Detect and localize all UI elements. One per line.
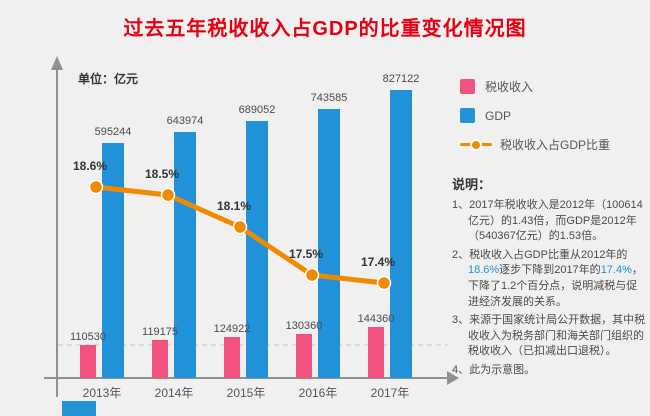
- page-title: 过去五年税收收入占GDP的比重变化情况图: [123, 18, 527, 40]
- legend-label: 税收收入: [485, 80, 534, 94]
- legend-item-ratio: 税收收入占GDP比重: [460, 136, 610, 153]
- note-item-4: 4、此为示意图。: [452, 363, 646, 379]
- legend-label: GDP: [485, 108, 512, 123]
- tax-value-label: 130360: [285, 320, 323, 332]
- tax-bar-4: [368, 327, 384, 378]
- note-number: 1、: [452, 199, 470, 211]
- note-number: 4、: [452, 364, 470, 377]
- note-highlight: 18.6%: [468, 264, 500, 277]
- x-axis-label: 2013年: [82, 386, 122, 400]
- ratio-point-4: [376, 275, 392, 291]
- gdp-value-label: 827122: [382, 73, 420, 85]
- ratio-point-0: [88, 179, 104, 195]
- note-text: 此为示意图。: [469, 364, 536, 377]
- note-number: 3、: [452, 314, 470, 327]
- gdp-value-label: 643974: [166, 115, 204, 127]
- ratio-value-label: 17.5%: [288, 247, 324, 261]
- legend-item-gdp: GDP: [460, 108, 610, 123]
- x-axis-label: 2016年: [298, 386, 338, 400]
- note-text: 税收收入占GDP比重从2012年的 18.6%逐步下降到2017年的17.4%，下…: [468, 249, 643, 308]
- x-axis-label: 2015年: [226, 386, 266, 400]
- note-segment: 逐步下降到2017年的: [499, 264, 601, 277]
- tax-bar-2: [224, 337, 240, 378]
- note-item-3: 3、来源于国家统计局公开数据，其中税收收入为税务部门和海关部门组织的税收收入（已…: [452, 313, 646, 360]
- legend-label: 税收收入占GDP比重: [500, 138, 611, 152]
- gdp-value-label: 689052: [238, 104, 276, 116]
- notes-panel: 说明： 1、2017年税收收入是2012年（100614亿元）的1.43倍，而G…: [452, 174, 646, 382]
- tax-bar-3: [296, 334, 312, 378]
- tax-value-label: 124922: [213, 323, 251, 335]
- tax-bar-0: [80, 345, 96, 378]
- notes-list: 1、2017年税收收入是2012年（100614亿元）的1.43倍，而GDP是2…: [452, 198, 646, 379]
- tax-value-label: 110530: [70, 331, 106, 343]
- x-axis-label: 2014年: [154, 386, 194, 400]
- notes-heading: 说明：: [452, 177, 492, 192]
- tax-swatch-icon: [460, 79, 475, 94]
- line-dot-icon: [460, 137, 492, 152]
- legend: 税收收入 GDP 税收收入占GDP比重: [460, 78, 610, 166]
- tax-value-label: 144360: [357, 313, 395, 325]
- note-item-2: 2、税收收入占GDP比重从2012年的 18.6%逐步下降到2017年的17.4%…: [452, 248, 646, 310]
- ratio-point-1: [160, 187, 176, 203]
- gdp-value-label: 595244: [94, 126, 132, 138]
- gdp-value-label: 743585: [310, 92, 348, 104]
- ratio-value-label: 18.5%: [144, 167, 180, 181]
- ratio-value-label: 18.6%: [72, 159, 108, 173]
- dot-icon: [470, 138, 482, 151]
- note-segment: ，下降了1.2个百分点，说明减税与促进经济发展的关系。: [468, 264, 643, 308]
- ratio-point-2: [232, 219, 248, 235]
- note-highlight: 17.4%: [600, 264, 632, 277]
- legend-item-tax: 税收收入: [460, 78, 610, 95]
- watermark-block: [62, 401, 96, 416]
- note-text: 2017年税收收入是2012年（100614亿元）的1.43倍，而GDP是201…: [468, 199, 643, 243]
- tax-value-label: 119175: [142, 326, 178, 338]
- ratio-point-3: [304, 267, 320, 283]
- y-axis-unit-label: 单位：亿元: [78, 72, 139, 86]
- note-segment: 税收收入占GDP比重从2012年的: [469, 248, 628, 261]
- ratio-value-label: 17.4%: [360, 255, 396, 269]
- gdp-bar-2: [246, 121, 268, 378]
- note-item-1: 1、2017年税收收入是2012年（100614亿元）的1.43倍，而GDP是2…: [452, 198, 646, 245]
- ratio-value-label: 18.1%: [216, 199, 252, 213]
- note-number: 2、: [452, 248, 470, 261]
- tax-bar-1: [152, 340, 168, 378]
- gdp-bar-3: [318, 109, 340, 378]
- x-axis-label: 2017年: [370, 386, 410, 400]
- gdp-swatch-icon: [460, 108, 475, 123]
- gdp-bar-4: [390, 90, 412, 378]
- note-text: 来源于国家统计局公开数据，其中税收收入为税务部门和海关部门组织的税收收入（已扣减…: [468, 314, 646, 358]
